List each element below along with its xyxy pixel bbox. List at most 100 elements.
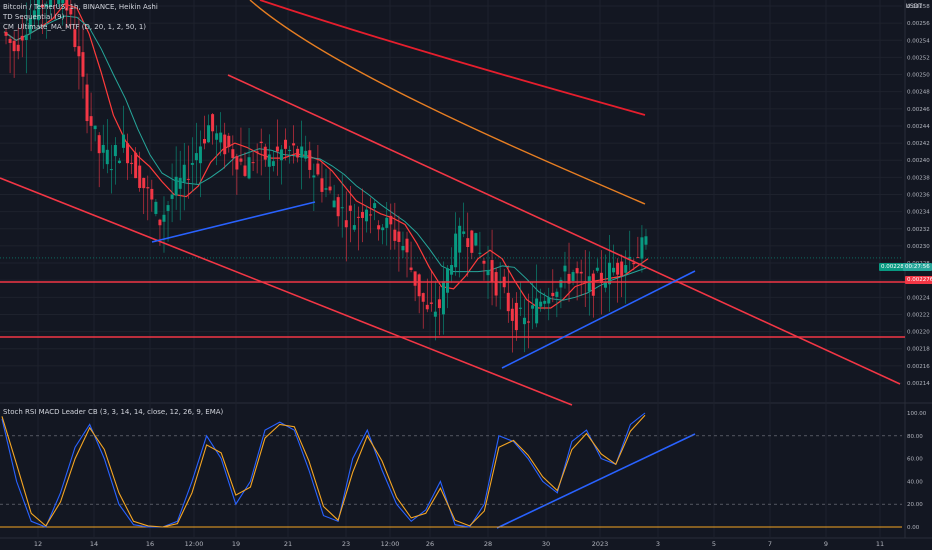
- candle-body: [531, 305, 535, 309]
- y-tick-label: 0.00252: [907, 55, 930, 61]
- candle-body: [288, 149, 292, 151]
- candle-body: [616, 262, 620, 275]
- candle-body: [612, 267, 616, 273]
- candle-body: [429, 302, 433, 304]
- candle-body: [162, 214, 166, 222]
- x-tick-label: 12:00: [185, 540, 204, 548]
- candle-body: [263, 146, 267, 160]
- candle-body: [336, 197, 340, 217]
- candle-body: [211, 114, 215, 132]
- candle-body: [178, 177, 182, 189]
- candle-body: [352, 225, 356, 230]
- candle-body: [636, 257, 640, 259]
- candle-body: [381, 227, 385, 231]
- support-price-label: 0.002276: [905, 276, 932, 284]
- candle-body: [138, 165, 142, 188]
- oscillator-title[interactable]: Stoch RSI MACD Leader CB (3, 3, 14, 14, …: [3, 408, 224, 416]
- candle-body: [61, 0, 65, 4]
- y-tick-label: 0.00238: [907, 175, 930, 181]
- trendline-red-channel-upper[interactable]: [227, 74, 901, 385]
- osc-tick-label: 0.00: [907, 525, 920, 531]
- candle-body: [527, 321, 531, 323]
- osc-tick-label: 100.00: [907, 411, 927, 417]
- candle-body: [591, 273, 595, 296]
- x-tick-label: 9: [824, 540, 828, 548]
- x-tick-label: 23: [342, 540, 350, 548]
- ma-long-red: [259, 0, 646, 116]
- candle-body: [425, 304, 429, 310]
- candle-body: [567, 273, 571, 284]
- candle-body: [385, 217, 389, 228]
- candle-body: [223, 134, 227, 155]
- candle-body: [608, 262, 612, 285]
- candle-body: [146, 187, 150, 189]
- candle-body: [101, 144, 105, 153]
- candle-body: [24, 34, 28, 41]
- candle-body: [81, 52, 85, 77]
- candle-body: [324, 188, 328, 190]
- candle-body: [267, 154, 271, 167]
- candle-body: [450, 265, 454, 275]
- y-tick-label: 0.00216: [907, 364, 930, 370]
- candle-body: [393, 229, 397, 241]
- candle-body: [69, 7, 73, 15]
- candle-body: [85, 84, 89, 122]
- candle-body: [28, 18, 32, 33]
- main-pane[interactable]: [0, 0, 902, 402]
- candle-body: [466, 238, 470, 248]
- y-tick-label: 0.00234: [907, 210, 930, 216]
- candle-body: [587, 276, 591, 292]
- candle-body: [506, 292, 510, 312]
- candle-body: [344, 220, 348, 228]
- y-tick-label: 0.00244: [907, 124, 930, 130]
- indicator-td-sequential[interactable]: TD Sequential (9): [3, 13, 65, 21]
- candle-body: [300, 146, 304, 158]
- osc-series-d: [1, 414, 646, 528]
- osc-tick-label: 80.00: [907, 434, 923, 440]
- trendline-blue-support[interactable]: [501, 270, 696, 369]
- candle-body: [312, 175, 316, 178]
- candle-body: [251, 162, 255, 164]
- candle-body: [518, 307, 522, 309]
- x-tick-label: 16: [146, 540, 154, 548]
- candle-body: [20, 35, 24, 41]
- x-tick-label: 2023: [592, 540, 609, 548]
- candle-body: [255, 151, 259, 153]
- candle-body: [397, 231, 401, 242]
- candle-body: [259, 141, 263, 143]
- candle-body: [219, 132, 223, 143]
- candle-body: [628, 256, 632, 259]
- candle-body: [283, 139, 287, 149]
- osc-tick-label: 60.00: [907, 457, 923, 463]
- candle-body: [401, 246, 405, 251]
- trendline-red-channel-lower[interactable]: [0, 177, 573, 406]
- candle-body: [348, 205, 352, 211]
- candle-body: [474, 233, 478, 246]
- ma-orange: [249, 0, 646, 205]
- candle-body: [12, 40, 16, 52]
- y-tick-label: 0.00220: [907, 330, 930, 336]
- trendline-blue-oscillator[interactable]: [496, 433, 696, 529]
- trendline-blue-left[interactable]: [151, 201, 316, 243]
- candle-body: [16, 44, 20, 52]
- y-tick-label: 0.00250: [907, 73, 930, 79]
- y-tick-label: 0.00256: [907, 21, 930, 27]
- candle-body: [514, 302, 518, 331]
- candle-body: [8, 38, 12, 43]
- candle-body: [109, 169, 113, 171]
- y-tick-label: 0.00248: [907, 90, 930, 96]
- candle-body: [215, 133, 219, 140]
- osc-tick-label: 40.00: [907, 479, 923, 485]
- candle-body: [340, 207, 344, 209]
- candle-body: [77, 46, 81, 57]
- candle-body: [170, 194, 174, 199]
- y-tick-label: 0.00240: [907, 158, 930, 164]
- candles: [0, 0, 902, 353]
- indicator-ultimate-ma[interactable]: CM_Ultimate_MA_MTF (D, 20, 1, 2, 50, 1): [3, 23, 147, 31]
- candle-body: [271, 161, 275, 166]
- y-tick-label: 0.00222: [907, 312, 930, 318]
- candle-body: [595, 267, 599, 271]
- candle-body: [190, 163, 194, 165]
- candle-body: [142, 177, 146, 189]
